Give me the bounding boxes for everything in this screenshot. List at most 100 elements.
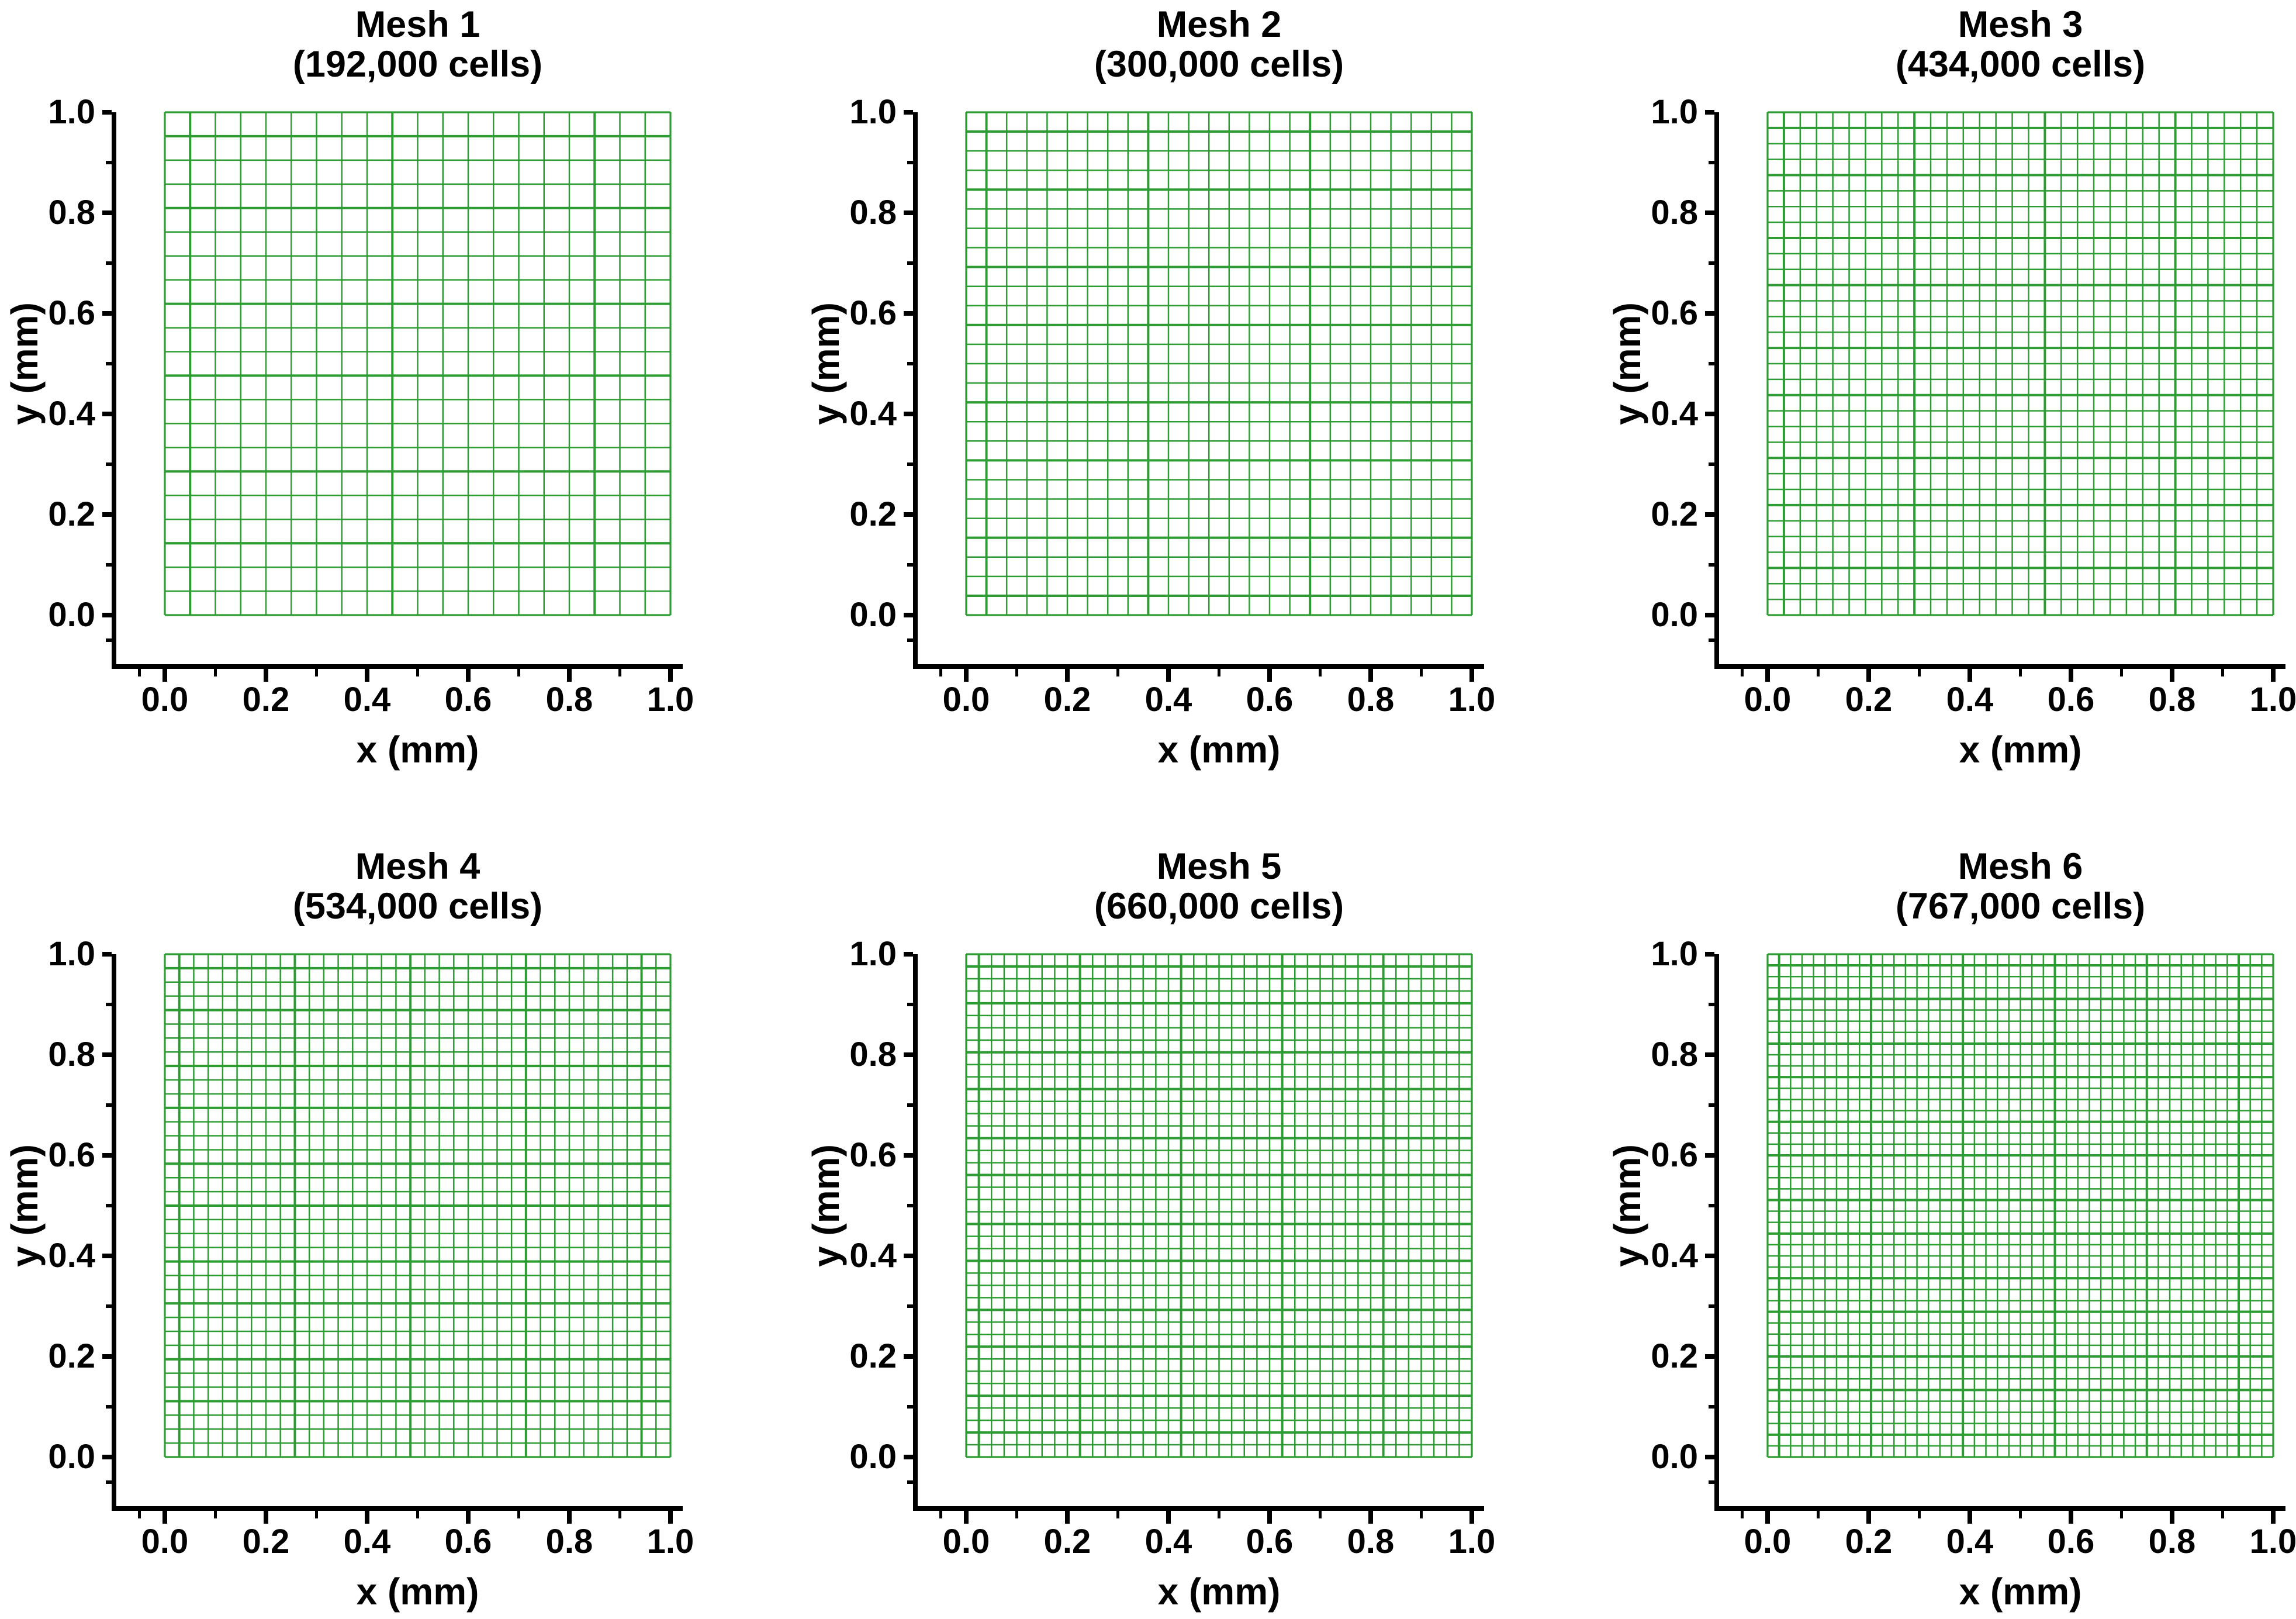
y-major-tick [102, 1254, 112, 1258]
subplot-subtitle: (534,000 cells) [292, 886, 543, 927]
x-minor-tick [214, 1511, 217, 1518]
x-tick-label: 0.0 [942, 1523, 990, 1561]
x-major-tick [2170, 669, 2174, 682]
y-minor-tick [1709, 1003, 1714, 1006]
mesh-grid-svg [1766, 953, 2274, 1458]
x-minor-tick [1015, 669, 1018, 676]
y-tick-label: 1.0 [849, 93, 897, 131]
y-tick-label: 0.8 [48, 194, 95, 232]
x-major-tick [1469, 1511, 1474, 1524]
y-minor-tick [1709, 1103, 1714, 1107]
x-minor-tick [1116, 669, 1119, 676]
y-major-tick [1705, 311, 1714, 316]
subplot-subtitle: (767,000 cells) [1895, 886, 2146, 927]
y-minor-tick [106, 1003, 112, 1006]
x-tick-label: 0.0 [1744, 1523, 1792, 1561]
x-tick-label: 0.4 [1144, 681, 1192, 719]
y-minor-tick [907, 1405, 913, 1409]
y-major-tick [1705, 210, 1714, 215]
x-major-tick [162, 669, 167, 682]
x-axis-spine [913, 1506, 1484, 1511]
y-minor-tick [907, 563, 913, 567]
axes-area: 0.0 0.2 0.4 0.6 0.8 1.0 1.0 0.8 0.6 0.4 0.2 0.0 [801, 0, 1603, 810]
y-tick-label: 0.0 [849, 1438, 897, 1476]
mesh-grid-svg [1766, 111, 2274, 616]
x-minor-tick [1741, 1511, 1744, 1518]
y-tick-label: 0.8 [1651, 194, 1698, 232]
y-major-tick [1705, 110, 1714, 115]
y-tick-label: 0.2 [48, 1337, 95, 1375]
x-minor-tick [1319, 1511, 1322, 1518]
y-major-tick [1705, 1254, 1714, 1258]
x-tick-label: 0.2 [1845, 1523, 1893, 1561]
x-major-tick [466, 669, 471, 682]
y-major-tick [904, 512, 913, 517]
x-minor-tick [1817, 1511, 1820, 1518]
y-tick-label: 0.8 [849, 194, 897, 232]
y-minor-tick [1709, 563, 1714, 567]
x-major-tick [264, 669, 268, 682]
x-major-tick [1368, 669, 1373, 682]
subplot-subtitle: (660,000 cells) [1094, 886, 1344, 927]
x-tick-label: 0.2 [1043, 1523, 1091, 1561]
x-minor-tick [416, 669, 419, 676]
x-major-tick [1765, 669, 1770, 682]
axes-area: 0.0 0.2 0.4 0.6 0.8 1.0 1.0 0.8 0.6 0.4 0.2 0.0 [0, 0, 801, 810]
x-tick-label: 0.4 [1946, 1523, 1994, 1561]
x-major-tick [567, 669, 572, 682]
y-tick-label: 0.2 [849, 495, 897, 533]
y-minor-tick [1709, 362, 1714, 365]
x-minor-tick [1420, 669, 1423, 676]
y-major-tick [1705, 613, 1714, 617]
x-tick-label: 0.8 [2148, 681, 2196, 719]
y-tick-label: 0.4 [849, 1237, 897, 1275]
y-tick-label: 1.0 [48, 93, 95, 131]
x-minor-tick [939, 669, 943, 676]
subplot-title: Mesh 6 [1958, 846, 2083, 887]
x-major-tick [1267, 1511, 1272, 1524]
x-tick-label: 0.4 [343, 681, 391, 719]
y-major-tick [102, 952, 112, 957]
y-major-tick [102, 412, 112, 416]
x-major-tick [1967, 1511, 1972, 1524]
x-major-tick [964, 1511, 969, 1524]
subplot-subtitle: (434,000 cells) [1895, 44, 2146, 85]
x-minor-tick [1420, 1511, 1423, 1518]
x-tick-label: 0.8 [545, 681, 593, 719]
mesh-grid-svg [164, 953, 672, 1458]
x-tick-label: 1.0 [646, 681, 694, 719]
x-minor-tick [416, 1511, 419, 1518]
x-major-tick [1368, 1511, 1373, 1524]
subplot-mesh-6: Mesh 6 (767,000 cells) y (mm) x (mm) 0.0… [1603, 842, 2296, 1619]
x-minor-tick [1015, 1511, 1018, 1518]
y-major-tick [1705, 1153, 1714, 1158]
x-tick-label: 0.0 [141, 681, 189, 719]
y-major-tick [1705, 512, 1714, 517]
x-minor-tick [2019, 1511, 2022, 1518]
x-major-tick [2271, 1511, 2276, 1524]
x-minor-tick [1319, 669, 1322, 676]
y-tick-label: 0.6 [1651, 294, 1698, 332]
x-minor-tick [1218, 1511, 1220, 1518]
y-tick-label: 0.6 [48, 1136, 95, 1174]
subplot-title: Mesh 3 [1958, 4, 2083, 45]
x-minor-tick [1918, 1511, 1921, 1518]
y-major-tick [1705, 1354, 1714, 1359]
x-minor-tick [618, 669, 621, 676]
x-tick-label: 0.4 [1144, 1523, 1192, 1561]
x-major-tick [1166, 669, 1171, 682]
x-tick-label: 0.8 [2148, 1523, 2196, 1561]
x-major-tick [1267, 669, 1272, 682]
y-tick-label: 0.0 [849, 596, 897, 634]
x-tick-label: 0.0 [141, 1523, 189, 1561]
y-axis-spine [1714, 112, 1719, 669]
y-minor-tick [907, 1103, 913, 1107]
x-axis-label: x (mm) [1157, 1570, 1281, 1613]
y-tick-label: 0.2 [1651, 1337, 1698, 1375]
x-minor-tick [2120, 669, 2123, 676]
x-major-tick [668, 1511, 673, 1524]
mesh-grid-svg [164, 111, 672, 616]
x-minor-tick [2019, 669, 2022, 676]
x-major-tick [1065, 1511, 1070, 1524]
y-axis-spine [913, 954, 918, 1511]
